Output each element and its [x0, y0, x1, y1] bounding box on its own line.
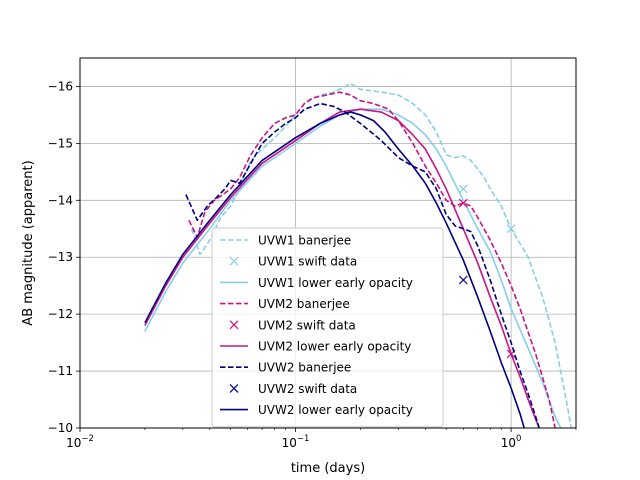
- data-point: [458, 275, 468, 285]
- legend-marker: [229, 383, 239, 393]
- series-line: [144, 108, 540, 428]
- legend-label: UVW2 swift data: [258, 382, 357, 396]
- legend: UVW1 banerjee UVW1 swift data UVW1 lower e…: [211, 227, 444, 428]
- legend-label: UVW1 banerjee: [258, 234, 351, 248]
- legend-entry: UVW2 banerjee: [220, 361, 351, 375]
- legend-entry: UVW1 lower early opacity: [220, 276, 413, 290]
- x-axis: 10−2 10−1 100: [66, 428, 577, 450]
- legend-entry: UVW1 banerjee: [220, 234, 351, 248]
- legend-label: UVM2 lower early opacity: [258, 340, 411, 354]
- legend-marker: [229, 320, 239, 330]
- legend-label: UVM2 swift data: [258, 318, 356, 332]
- legend-entry: UVM2 banerjee: [220, 297, 350, 311]
- legend-entry: UVM2 swift data: [229, 318, 356, 332]
- series-line: [144, 111, 525, 428]
- series-uvm2-lower-early-opacity: [144, 108, 540, 428]
- legend-label: UVW2 banerjee: [258, 361, 351, 375]
- series-uvm2-banerjee: [188, 91, 556, 428]
- y-tick-label: −10: [48, 421, 73, 435]
- series-uvw1-lower-early-opacity: [144, 108, 562, 428]
- y-axis: −16 −15 −14 −13 −12 −11 −10: [48, 79, 80, 435]
- x-tick-label: 10−2: [66, 434, 94, 450]
- data-point: [458, 184, 468, 194]
- legend-entry: UVM2 lower early opacity: [220, 340, 411, 354]
- y-tick-label: −15: [48, 136, 73, 150]
- legend-entry: UVW2 swift data: [229, 382, 357, 396]
- series-uvw1-banerjee: [191, 82, 572, 428]
- y-axis-label: AB magnitude (apparent): [21, 160, 36, 325]
- series-line: [188, 91, 556, 428]
- legend-entry: UVW2 lower early opacity: [220, 403, 413, 417]
- data-point: [458, 198, 468, 208]
- legend-label: UVW2 lower early opacity: [258, 403, 413, 417]
- legend-label: UVW1 lower early opacity: [258, 276, 413, 290]
- y-tick-label: −12: [48, 307, 73, 321]
- x-axis-label: time (days): [291, 461, 365, 476]
- series-uvw2-banerjee: [185, 102, 540, 428]
- series-uvw2-swift-data: [458, 275, 468, 285]
- axes-frame: [79, 57, 577, 429]
- series-line: [191, 82, 572, 428]
- y-tick-label: −14: [48, 193, 73, 207]
- series-uvw2-lower-early-opacity: [144, 111, 525, 428]
- legend-label: UVW1 swift data: [258, 255, 357, 269]
- series-uvw1-swift-data: [458, 184, 516, 234]
- series-layer: [144, 82, 572, 428]
- legend-marker: [229, 256, 239, 266]
- series-line: [144, 108, 562, 428]
- y-tick-label: −16: [48, 79, 73, 93]
- y-tick-label: −11: [48, 364, 73, 378]
- series-line: [185, 102, 540, 428]
- data-point: [506, 224, 516, 234]
- legend-entry: UVW1 swift data: [229, 255, 357, 269]
- legend-label: UVM2 banerjee: [258, 297, 350, 311]
- x-tick-label: 10−1: [282, 434, 310, 450]
- x-tick-label: 100: [501, 434, 522, 450]
- legend-box: [211, 227, 444, 428]
- y-tick-label: −13: [48, 250, 73, 264]
